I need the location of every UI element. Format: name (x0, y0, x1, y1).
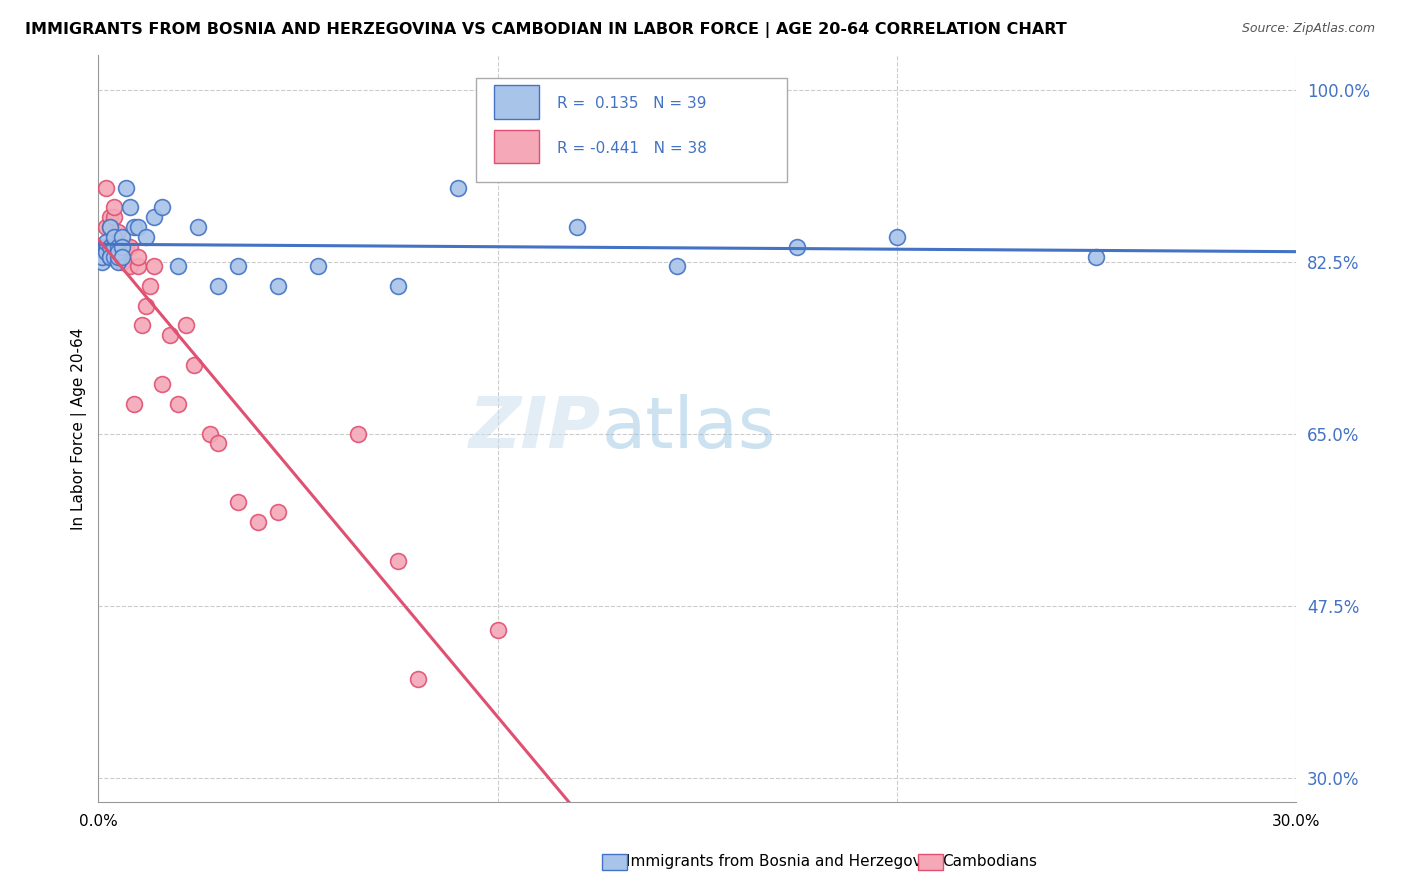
Point (150, 377, 173, 392)
Point (167, 397, 190, 411)
Point (98, 211, 121, 225)
Point (103, 201, 125, 215)
Bar (494, 85, 538, 119)
Point (207, 279, 229, 293)
Point (247, 515, 270, 529)
Point (131, 318, 153, 333)
Point (103, 240, 125, 254)
Point (198, 426, 221, 441)
Point (406, 672, 429, 686)
Point (387, 554, 409, 568)
Point (666, 260, 689, 274)
Point (786, 240, 808, 254)
Point (91, 250, 114, 264)
Point (346, 426, 368, 441)
Text: atlas: atlas (602, 394, 776, 463)
Text: IMMIGRANTS FROM BOSNIA AND HERZEGOVINA VS CAMBODIAN IN LABOR FORCE | AGE 20-64 C: IMMIGRANTS FROM BOSNIA AND HERZEGOVINA V… (25, 22, 1067, 38)
Point (98, 250, 121, 264)
Point (267, 505, 290, 519)
Text: Immigrants from Bosnia and Herzegovina: Immigrants from Bosnia and Herzegovina (626, 855, 945, 869)
Point (135, 299, 157, 313)
Point (115, 181, 138, 195)
Point (226, 495, 249, 509)
Point (91, 254, 114, 268)
Point (124, 220, 146, 235)
Point (96, 220, 118, 235)
Point (446, 181, 468, 195)
Point (98, 250, 121, 264)
Bar (494, 130, 538, 163)
Point (98, 240, 121, 254)
Text: R = -0.441   N = 38: R = -0.441 N = 38 (557, 141, 707, 156)
Text: 0.0%: 0.0% (79, 814, 118, 829)
Point (107, 250, 129, 264)
Point (111, 240, 134, 254)
Text: R =  0.135   N = 39: R = 0.135 N = 39 (557, 96, 706, 112)
Point (96, 181, 118, 195)
Point (307, 260, 329, 274)
Point (127, 220, 149, 235)
Point (174, 318, 197, 333)
Point (103, 230, 125, 244)
Point (107, 240, 129, 254)
Text: ZIP: ZIP (470, 394, 602, 463)
Point (107, 240, 129, 254)
Point (150, 201, 173, 215)
Y-axis label: In Labor Force | Age 20-64: In Labor Force | Age 20-64 (72, 327, 87, 530)
Point (91, 240, 114, 254)
Point (98, 220, 121, 235)
Point (127, 260, 149, 274)
Point (187, 220, 209, 235)
Point (98, 240, 121, 254)
Point (91, 250, 114, 264)
Point (103, 230, 125, 244)
Point (107, 244, 129, 259)
Point (120, 260, 142, 274)
Point (886, 230, 908, 244)
Point (486, 623, 509, 637)
Point (387, 279, 409, 293)
Point (127, 250, 149, 264)
Point (111, 250, 134, 264)
Point (207, 436, 229, 450)
Text: Cambodians: Cambodians (942, 855, 1038, 869)
Point (111, 230, 134, 244)
Point (107, 225, 129, 239)
Point (120, 240, 142, 254)
Point (1085, 250, 1108, 264)
Point (96, 240, 118, 254)
Point (159, 328, 181, 343)
Point (226, 260, 249, 274)
Text: Source: ZipAtlas.com: Source: ZipAtlas.com (1241, 22, 1375, 36)
Point (107, 250, 129, 264)
Point (103, 250, 125, 264)
Point (167, 260, 190, 274)
Point (139, 279, 162, 293)
Point (115, 240, 138, 254)
Point (567, 220, 589, 235)
Point (124, 397, 146, 411)
Point (96, 235, 118, 249)
Point (183, 358, 205, 372)
Point (267, 279, 290, 293)
Point (143, 211, 166, 225)
Point (120, 201, 142, 215)
Point (103, 211, 125, 225)
FancyBboxPatch shape (475, 78, 787, 182)
Point (143, 260, 166, 274)
Point (96, 244, 118, 259)
Text: 30.0%: 30.0% (1271, 814, 1320, 829)
Point (107, 254, 129, 268)
Point (98, 220, 121, 235)
Point (111, 254, 134, 268)
Point (135, 230, 157, 244)
